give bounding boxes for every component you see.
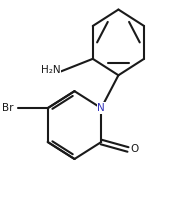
Text: Br: Br	[2, 103, 14, 113]
Text: O: O	[130, 144, 139, 155]
Text: H₂N: H₂N	[41, 65, 60, 75]
Text: N: N	[97, 103, 105, 113]
